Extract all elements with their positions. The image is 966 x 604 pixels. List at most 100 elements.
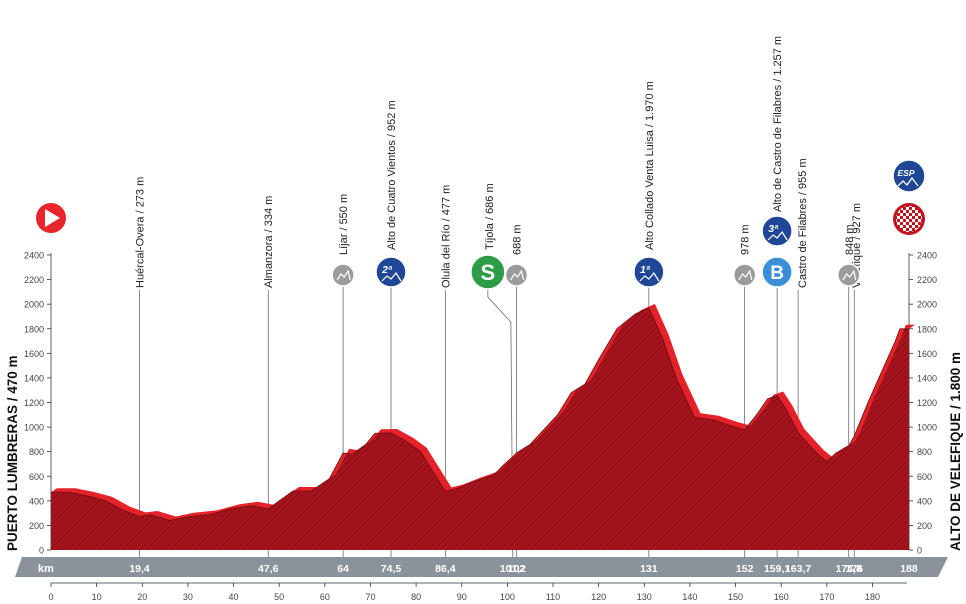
- climb-glyph: [639, 271, 660, 282]
- km-value: 159,1: [764, 563, 790, 575]
- elevation-area: [51, 307, 909, 550]
- y-tick-label-left: 400: [29, 496, 44, 506]
- waypoint-markers: 2ª S 1ª 3ª B: [331, 215, 861, 290]
- y-tick-label-right: 600: [917, 472, 932, 482]
- x-tick-label: 90: [457, 592, 467, 602]
- y-tick-label-left: 1000: [24, 423, 44, 433]
- x-tick-label: 80: [411, 592, 421, 602]
- x-tick-label: 140: [682, 592, 697, 602]
- pass-circle: [837, 263, 861, 287]
- y-tick-label-right: 1600: [917, 349, 937, 359]
- waypoint-label: 978 m: [740, 224, 752, 255]
- x-tick-label: 100: [500, 592, 515, 602]
- y-tick-label-right: 1200: [917, 398, 937, 408]
- km-value: 64: [337, 563, 349, 575]
- cat2-climb-icon: 2ª: [375, 256, 407, 288]
- y-tick-label-left: 2000: [24, 300, 44, 310]
- bonus-circle: [761, 256, 793, 288]
- x-tick-label: 150: [728, 592, 743, 602]
- bonus-letter: B: [770, 263, 784, 284]
- km-value: 19,4: [129, 563, 150, 575]
- x-tick-label: 120: [591, 592, 606, 602]
- y-tick-label-right: 0: [917, 546, 922, 556]
- cat1-climb-icon: 1ª: [633, 256, 665, 288]
- climb-category: 1ª: [640, 264, 651, 276]
- pass-glyph: [738, 269, 753, 281]
- pass-glyph: [510, 269, 525, 281]
- x-tick-label: 40: [229, 592, 239, 602]
- x-tick-label: 170: [819, 592, 834, 602]
- esp-label: ESP: [897, 168, 914, 178]
- waypoint-label: 688 m: [512, 224, 524, 255]
- km-value: 101,2: [500, 563, 526, 575]
- km-value: 131: [640, 563, 658, 575]
- climb-category: 2ª: [381, 264, 393, 276]
- pass-circle: [732, 263, 757, 287]
- pass-marker-icon: [331, 263, 355, 287]
- y-tick-label-right: 1000: [917, 423, 937, 433]
- y-tick-label-right: 2000: [917, 300, 937, 310]
- y-tick-label-right: 200: [917, 521, 932, 531]
- waypoint-label: Castro de Filabres / 955 m: [797, 158, 809, 288]
- y-tick-label-left: 1600: [24, 349, 44, 359]
- km-value: 174,8: [836, 563, 862, 575]
- km-value: 188: [900, 563, 918, 575]
- x-tick-label: 130: [637, 592, 652, 602]
- climb-category: 3ª: [768, 223, 779, 235]
- km-value: 102: [508, 563, 526, 575]
- x-tick-label: 20: [137, 592, 147, 602]
- esp-mountain-icon: ESP: [892, 159, 926, 193]
- climb-glyph: [767, 230, 788, 241]
- y-tick-label-right: 2200: [917, 275, 937, 285]
- y-tick-label-left: 1200: [24, 398, 44, 408]
- sprint-circle: [470, 254, 506, 290]
- finish-checkered-icon: [893, 203, 925, 235]
- y-tick-label-left: 2200: [24, 275, 44, 285]
- y-tick-label-right: 400: [917, 496, 932, 506]
- y-tick-label-left: 800: [29, 447, 44, 457]
- waypoint-label: Olula del Río / 477 m: [440, 185, 452, 288]
- km-value: 86,4: [435, 563, 456, 575]
- x-tick-label: 70: [365, 592, 375, 602]
- y-tick-label-right: 1800: [917, 324, 937, 334]
- y-tick-label-right: 2400: [917, 251, 937, 261]
- waypoint-label: Huércal-Overa / 273 m: [135, 177, 147, 288]
- y-tick-label-left: 200: [29, 521, 44, 531]
- waypoint-label: Líjar / 550 m: [338, 194, 350, 255]
- pass-marker-icon: [837, 263, 861, 287]
- pass-glyph: [336, 269, 351, 281]
- x-tick-label: 10: [92, 592, 102, 602]
- waypoint-label: Almanzora / 334 m: [263, 196, 275, 288]
- x-tick-label: 160: [774, 592, 789, 602]
- y-tick-label-left: 1800: [24, 324, 44, 334]
- y-tick-label-left: 1400: [24, 373, 44, 383]
- km-value: 74,5: [381, 563, 402, 575]
- x-tick-label: 60: [320, 592, 330, 602]
- x-tick-label: 110: [546, 592, 560, 602]
- waypoint-label: 848 m: [844, 224, 856, 255]
- y-tick-label-right: 1400: [917, 373, 937, 383]
- pass-circle: [331, 263, 355, 287]
- finish-label: ALTO DE VELEFIQUE / 1.800 m: [948, 352, 963, 551]
- start-label: PUERTO LUMBRERAS / 470 m: [5, 355, 20, 551]
- y-tick-label-left: 2400: [24, 251, 44, 261]
- y-tick-label-left: 600: [29, 472, 44, 482]
- leader-line: [487, 285, 514, 558]
- cat3-climb-icon: 3ª: [761, 215, 793, 247]
- elevation-ridge: [51, 303, 915, 521]
- waypoint-label: Tíjola / 686 m: [484, 183, 496, 250]
- x-tick-label: 180: [865, 592, 880, 602]
- pass-glyph: [842, 269, 857, 281]
- intermediate-sprint-icon: S: [470, 254, 506, 290]
- km-value: 176: [845, 563, 863, 575]
- sprint-letter: S: [481, 260, 496, 285]
- start-icon: [34, 201, 68, 235]
- km-value: 163,7: [785, 563, 811, 575]
- climb-glyph: [381, 271, 402, 282]
- x-tick-label: 50: [274, 592, 284, 602]
- waypoint-label: Alto Collado Venta Luisa / 1.970 m: [644, 81, 656, 250]
- km-value: 152: [736, 563, 754, 575]
- pass-marker-icon: [732, 263, 757, 287]
